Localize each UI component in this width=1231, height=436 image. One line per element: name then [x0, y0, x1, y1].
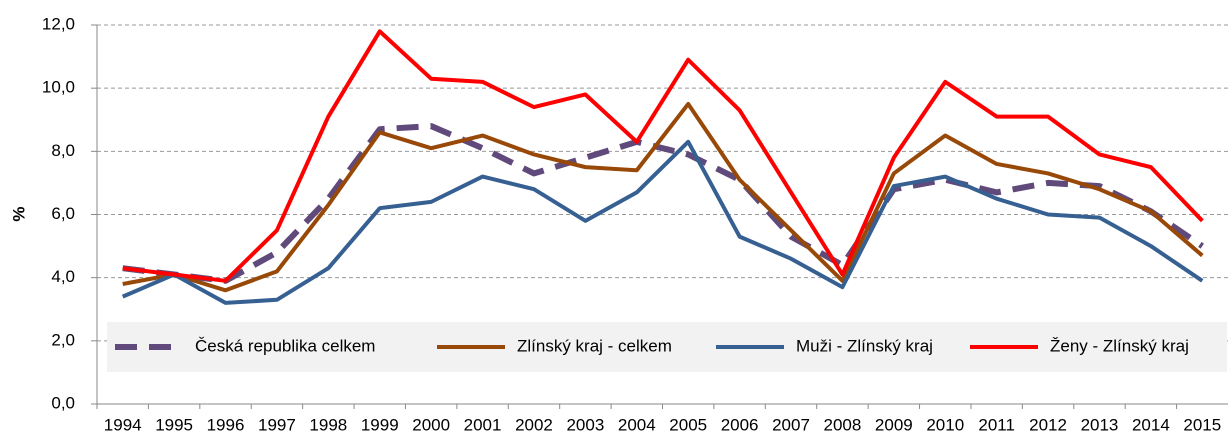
- legend-label: Ženy - Zlínský kraj: [1050, 336, 1189, 355]
- legend-label: Muži - Zlínský kraj: [796, 336, 933, 355]
- y-tick-label: 12,0: [42, 14, 75, 33]
- y-tick-label: 0,0: [51, 393, 75, 412]
- y-axis-label: %: [9, 206, 28, 221]
- x-tick-label: 1996: [207, 415, 245, 434]
- legend-box: [107, 322, 1227, 372]
- y-tick-label: 2,0: [51, 330, 75, 349]
- x-tick-label: 2007: [772, 415, 810, 434]
- series-line: [121, 139, 1204, 305]
- x-tick-label: 1998: [309, 415, 347, 434]
- y-tick-label: 4,0: [51, 267, 75, 286]
- x-tick-label: 2011: [978, 415, 1015, 434]
- x-tick-label: 2006: [721, 415, 759, 434]
- x-tick-label: 2004: [618, 415, 656, 434]
- x-tick-label: 2001: [464, 415, 502, 434]
- y-tick-label: 6,0: [51, 204, 75, 223]
- legend-label: Česká republika celkem: [195, 336, 375, 355]
- x-tick-label: 2010: [926, 415, 964, 434]
- x-tick-label: 2008: [824, 415, 862, 434]
- x-tick-label: 2014: [1132, 415, 1170, 434]
- series-line: [122, 123, 1204, 284]
- x-tick-label: 2012: [1029, 415, 1067, 434]
- x-tick-label: 2000: [412, 415, 450, 434]
- legend-label: Zlínský kraj - celkem: [517, 336, 672, 355]
- series-line: [122, 101, 1204, 293]
- x-tick-label: 2013: [1081, 415, 1119, 434]
- x-tick-label: 2005: [669, 415, 707, 434]
- y-tick-label: 8,0: [51, 141, 75, 160]
- x-tick-label: 1995: [155, 415, 193, 434]
- series-line: [122, 29, 1204, 283]
- x-tick-label: 2003: [566, 415, 604, 434]
- x-tick-label: 2015: [1183, 415, 1221, 434]
- x-tick-label: 2002: [515, 415, 553, 434]
- y-tick-label: 10,0: [42, 78, 75, 97]
- x-tick-label: 1994: [104, 415, 142, 434]
- x-tick-label: 1997: [258, 415, 296, 434]
- x-tick-label: 1999: [361, 415, 399, 434]
- x-tick-label: 2009: [875, 415, 913, 434]
